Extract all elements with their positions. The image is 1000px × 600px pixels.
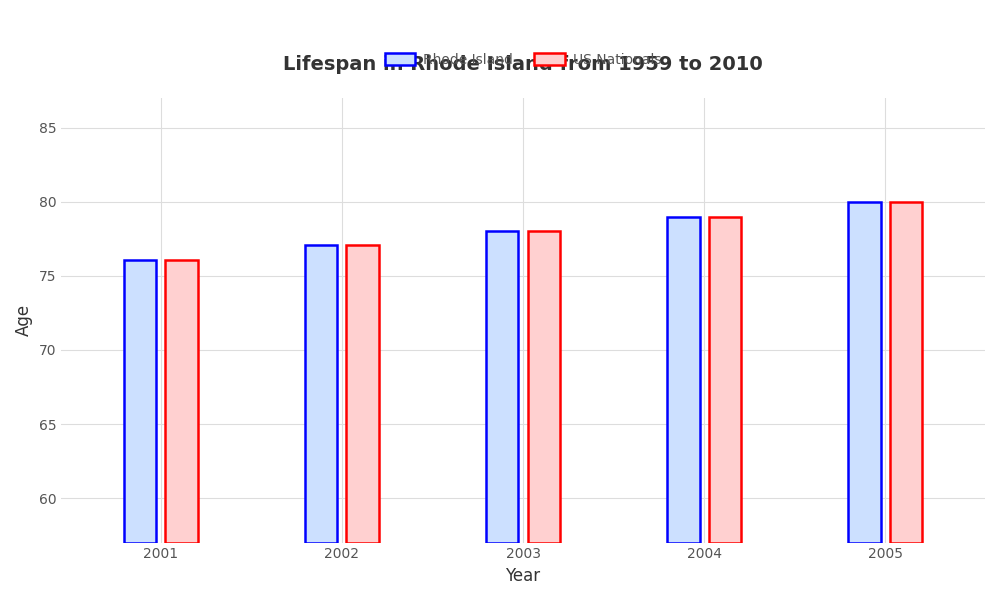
Bar	[346, 245, 379, 542]
Bar	[848, 202, 881, 542]
Bar	[165, 260, 198, 542]
Bar	[709, 217, 741, 542]
Bar	[667, 217, 700, 542]
Y-axis label: Age: Age	[15, 304, 33, 337]
Title: Lifespan in Rhode Island from 1959 to 2010: Lifespan in Rhode Island from 1959 to 20…	[283, 55, 763, 74]
Bar	[486, 232, 518, 542]
Bar	[528, 232, 560, 542]
Bar	[890, 202, 922, 542]
X-axis label: Year: Year	[505, 567, 541, 585]
Legend: Rhode Island, US Nationals: Rhode Island, US Nationals	[379, 47, 667, 73]
Bar	[305, 245, 337, 542]
Bar	[124, 260, 156, 542]
